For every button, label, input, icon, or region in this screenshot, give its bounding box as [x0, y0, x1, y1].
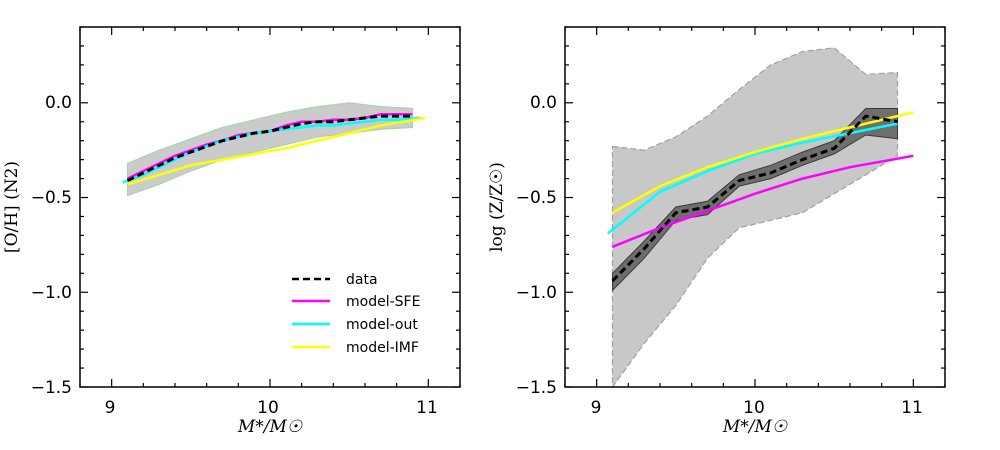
panel-left-shaded-band — [126, 102, 414, 197]
panel-right-series-data — [611, 114, 898, 282]
panel-right-xlabel: M*/M☉ — [722, 417, 788, 437]
panel-right-ytick-label: −1.0 — [516, 283, 557, 303]
panel-left-ytick-label: −1.0 — [31, 283, 72, 303]
legend-label-model-imf: model-IMF — [346, 340, 419, 356]
panel-left-ytick-label: −1.5 — [31, 378, 72, 398]
panel-left-xlabel: M*/M☉ — [237, 417, 303, 437]
panel-right-frame — [564, 26, 946, 388]
panel-left-series-data — [126, 114, 413, 182]
panel-right-ytick-label: −1.5 — [516, 378, 557, 398]
panel-left-series-model-out — [122, 116, 421, 184]
panel-right-series — [607, 111, 914, 282]
panel-left-xtick-label: 10 — [257, 398, 279, 418]
panel-right-shaded-band — [611, 47, 899, 389]
panel-left-series — [122, 112, 426, 186]
panel-right-xtick-label: 9 — [591, 398, 602, 418]
panel-left: 9 10 11 −1.5 −1.0 −0.5 0.0 M*/M☉ [O/H] (… — [2, 26, 461, 437]
panel-left-band — [126, 102, 414, 197]
panel-left-ticks — [79, 26, 461, 388]
panel-left-xtick-label: 9 — [105, 398, 116, 418]
legend-label-data: data — [346, 272, 378, 288]
panel-right-ytick-label: 0.0 — [530, 93, 557, 113]
legend-label-model-sfe: model-SFE — [346, 294, 420, 310]
panel-right-series-model-sfe — [612, 154, 914, 248]
panel-right: 9 10 11 −1.5 −1.0 −0.5 0.0 M*/M☉ log (Z/… — [487, 26, 946, 437]
panel-left-series-model-imf — [127, 116, 426, 186]
panel-left-ytick-label: −0.5 — [31, 188, 72, 208]
panel-right-band — [611, 47, 899, 389]
panel-left-xtick-label: 11 — [416, 398, 438, 418]
panel-left-frame — [79, 26, 461, 388]
legend: data model-SFE model-out model-IMF — [292, 272, 420, 356]
panel-right-xtick-label: 10 — [743, 398, 765, 418]
panel-left-ylabel: [O/H] (N2) — [2, 161, 22, 253]
panel-right-xtick-label: 11 — [901, 398, 923, 418]
panel-left-ytick-label: 0.0 — [45, 93, 72, 113]
panel-right-ytick-label: −0.5 — [516, 188, 557, 208]
panel-right-series-model-imf — [611, 111, 914, 214]
panel-right-ylabel: log (Z/Z☉) — [487, 162, 507, 252]
legend-label-model-out: model-out — [346, 317, 418, 333]
